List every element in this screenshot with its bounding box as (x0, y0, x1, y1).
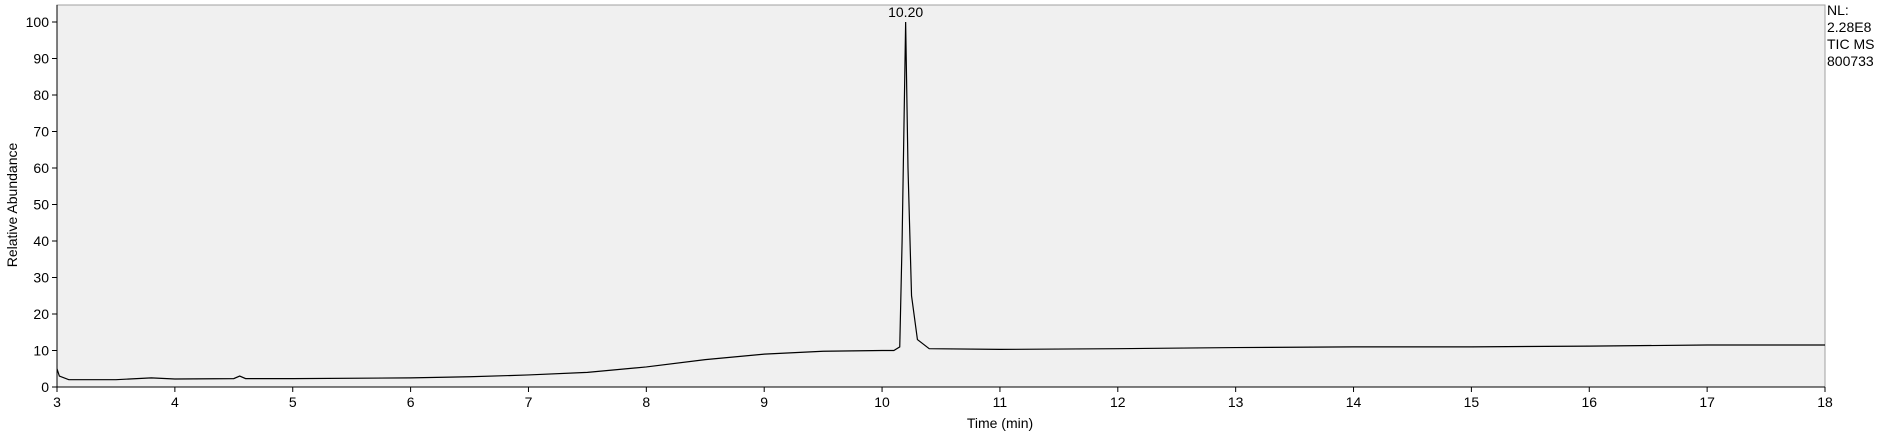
x-tick-label: 5 (289, 394, 297, 410)
peak-label: 10.20 (888, 4, 923, 20)
x-tick-label: 9 (760, 394, 768, 410)
y-tick-label: 100 (26, 14, 50, 30)
y-tick-label: 60 (33, 160, 49, 176)
y-tick-label: 90 (33, 51, 49, 67)
x-tick-label: 14 (1346, 394, 1362, 410)
plot-area (56, 4, 1826, 388)
y-tick-label: 70 (33, 124, 49, 140)
side-info: 800733 (1827, 53, 1874, 69)
trace (56, 21, 1825, 381)
x-tick-label: 13 (1228, 394, 1244, 410)
x-tick-label: 15 (1464, 394, 1480, 410)
y-tick-label: 50 (33, 197, 49, 213)
side-info: NL: (1827, 2, 1849, 18)
y-axis-label: Relative Abundance (4, 143, 20, 268)
x-tick-label: 12 (1110, 394, 1126, 410)
x-tick-label: 3 (53, 394, 61, 410)
x-tick-label: 17 (1699, 394, 1715, 410)
x-tick-label: 11 (993, 394, 1008, 410)
side-info: 2.28E8 (1827, 19, 1872, 35)
x-tick-label: 7 (525, 394, 533, 410)
x-tick-label: 4 (171, 394, 179, 410)
x-tick-label: 10 (874, 394, 890, 410)
y-tick-label: 20 (33, 306, 49, 322)
x-axis-label: Time (min) (967, 415, 1033, 431)
x-tick-label: 16 (1581, 394, 1597, 410)
x-tick-label: 6 (407, 394, 415, 410)
y-tick-label: 10 (33, 343, 49, 359)
y-tick-label: 0 (41, 379, 49, 395)
x-tick-label: 18 (1817, 394, 1833, 410)
side-info: TIC MS (1827, 36, 1874, 52)
y-tick-label: 80 (33, 87, 49, 103)
y-tick-label: 30 (33, 270, 49, 286)
x-tick-label: 8 (642, 394, 650, 410)
y-tick-label: 40 (33, 233, 49, 249)
